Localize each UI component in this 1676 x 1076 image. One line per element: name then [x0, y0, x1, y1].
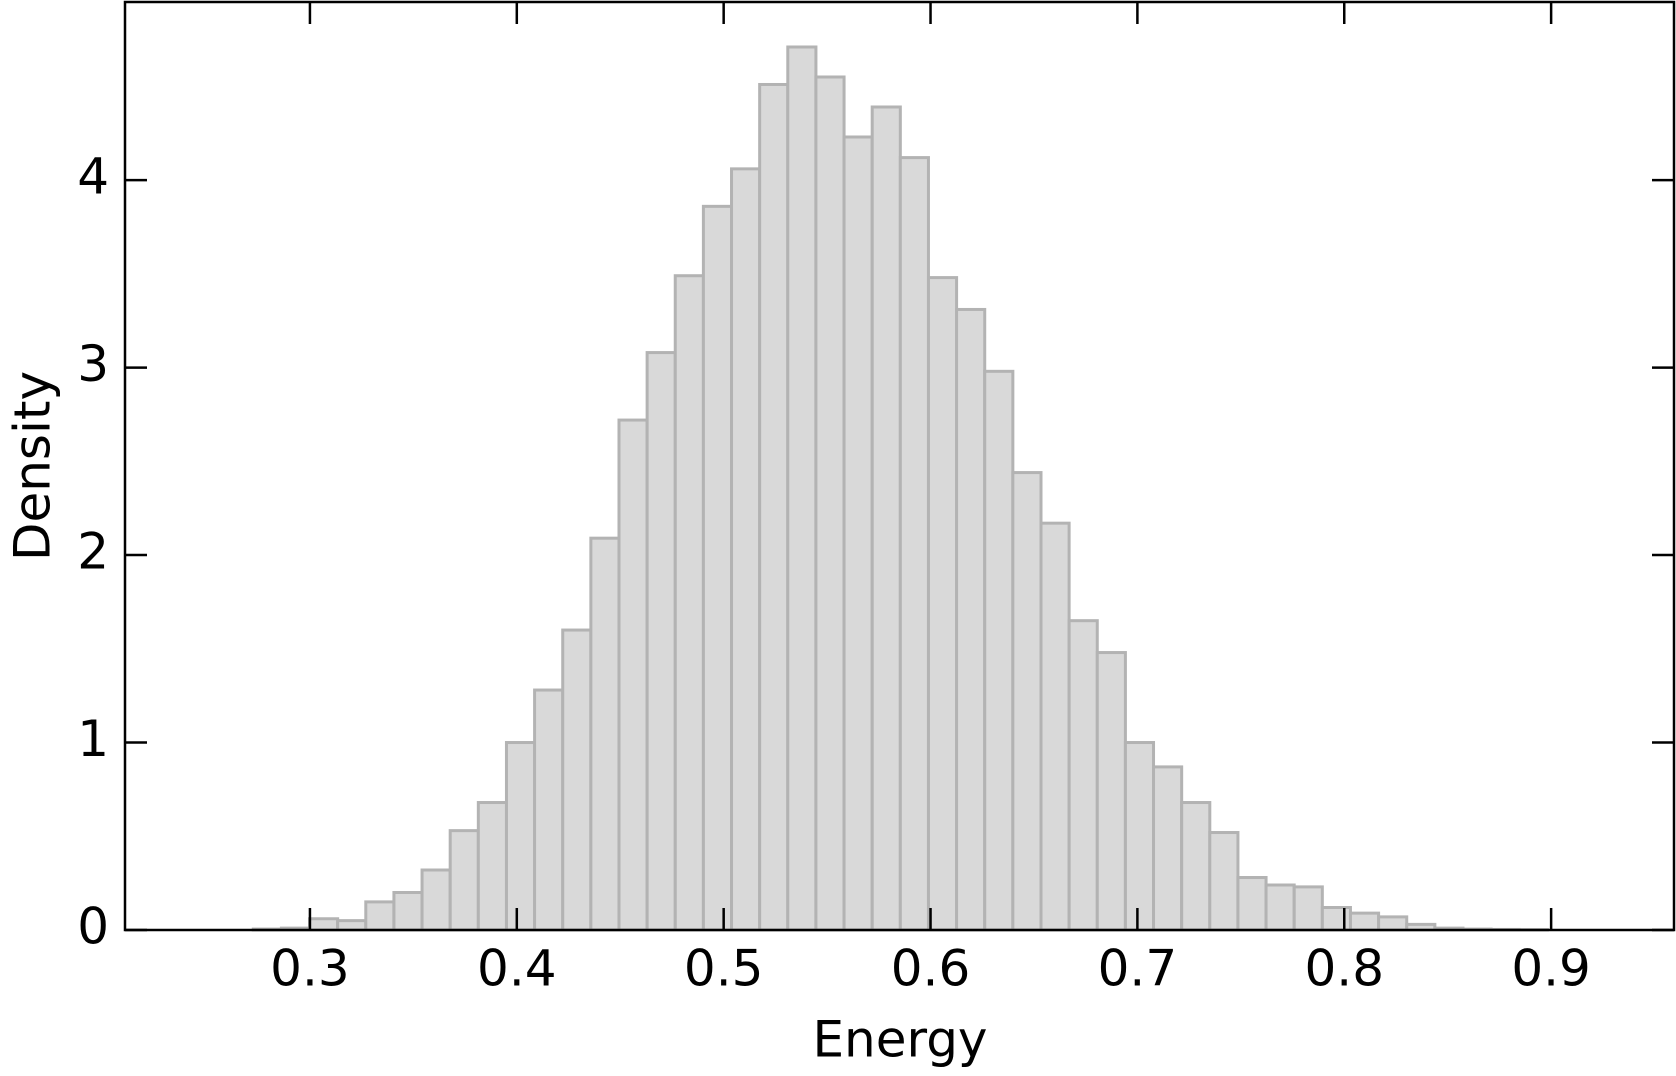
bar: [364, 900, 396, 932]
bar: [1152, 765, 1184, 932]
bar: [926, 276, 959, 932]
x-tick-label: 0.6: [891, 940, 971, 998]
y-tick-label: 3: [77, 335, 109, 393]
bar: [1320, 906, 1352, 932]
bar: [842, 135, 874, 932]
x-tick-label: 0.9: [1511, 940, 1591, 998]
bar: [1236, 876, 1268, 932]
x-axis-label: Energy: [812, 1011, 987, 1069]
bar: [786, 45, 818, 932]
bar: [1208, 831, 1240, 932]
x-tick-label: 0.3: [270, 940, 350, 998]
bar: [533, 688, 565, 932]
bar: [645, 351, 677, 932]
x-tick-label: 0.5: [684, 940, 764, 998]
x-tick-label: 0.4: [477, 940, 557, 998]
bar: [1377, 915, 1409, 932]
bar: [1123, 741, 1156, 932]
bar: [1180, 801, 1212, 932]
bar: [730, 167, 762, 932]
y-tick-label: 2: [77, 523, 109, 581]
bar: [420, 868, 452, 932]
y-axis-label: Density: [4, 371, 62, 561]
bar: [898, 156, 930, 932]
bar: [1348, 911, 1381, 932]
bar: [673, 274, 705, 932]
x-tick-label: 0.7: [1098, 940, 1178, 998]
bar: [814, 75, 846, 932]
bar: [1067, 619, 1099, 932]
bar: [589, 536, 621, 932]
bar: [476, 801, 508, 932]
bar: [955, 307, 987, 932]
bar: [504, 741, 537, 932]
y-tick-label: 0: [77, 898, 109, 956]
bar: [1264, 883, 1296, 932]
bar: [448, 829, 480, 932]
bar: [870, 105, 902, 932]
bar: [336, 919, 368, 932]
bar: [617, 418, 649, 932]
x-tick-label: 0.8: [1304, 940, 1384, 998]
bar: [1095, 651, 1127, 932]
bar: [1011, 471, 1043, 932]
bar: [308, 917, 340, 932]
plot-frame: [123, 0, 1676, 932]
bar: [561, 628, 593, 932]
bar: [758, 82, 790, 932]
bar: [983, 369, 1015, 932]
bar: [701, 204, 734, 932]
bar: [1039, 521, 1071, 932]
y-tick-label: 4: [77, 148, 109, 206]
bar: [1292, 885, 1324, 932]
bar: [392, 891, 424, 932]
y-tick-label: 1: [77, 710, 109, 768]
